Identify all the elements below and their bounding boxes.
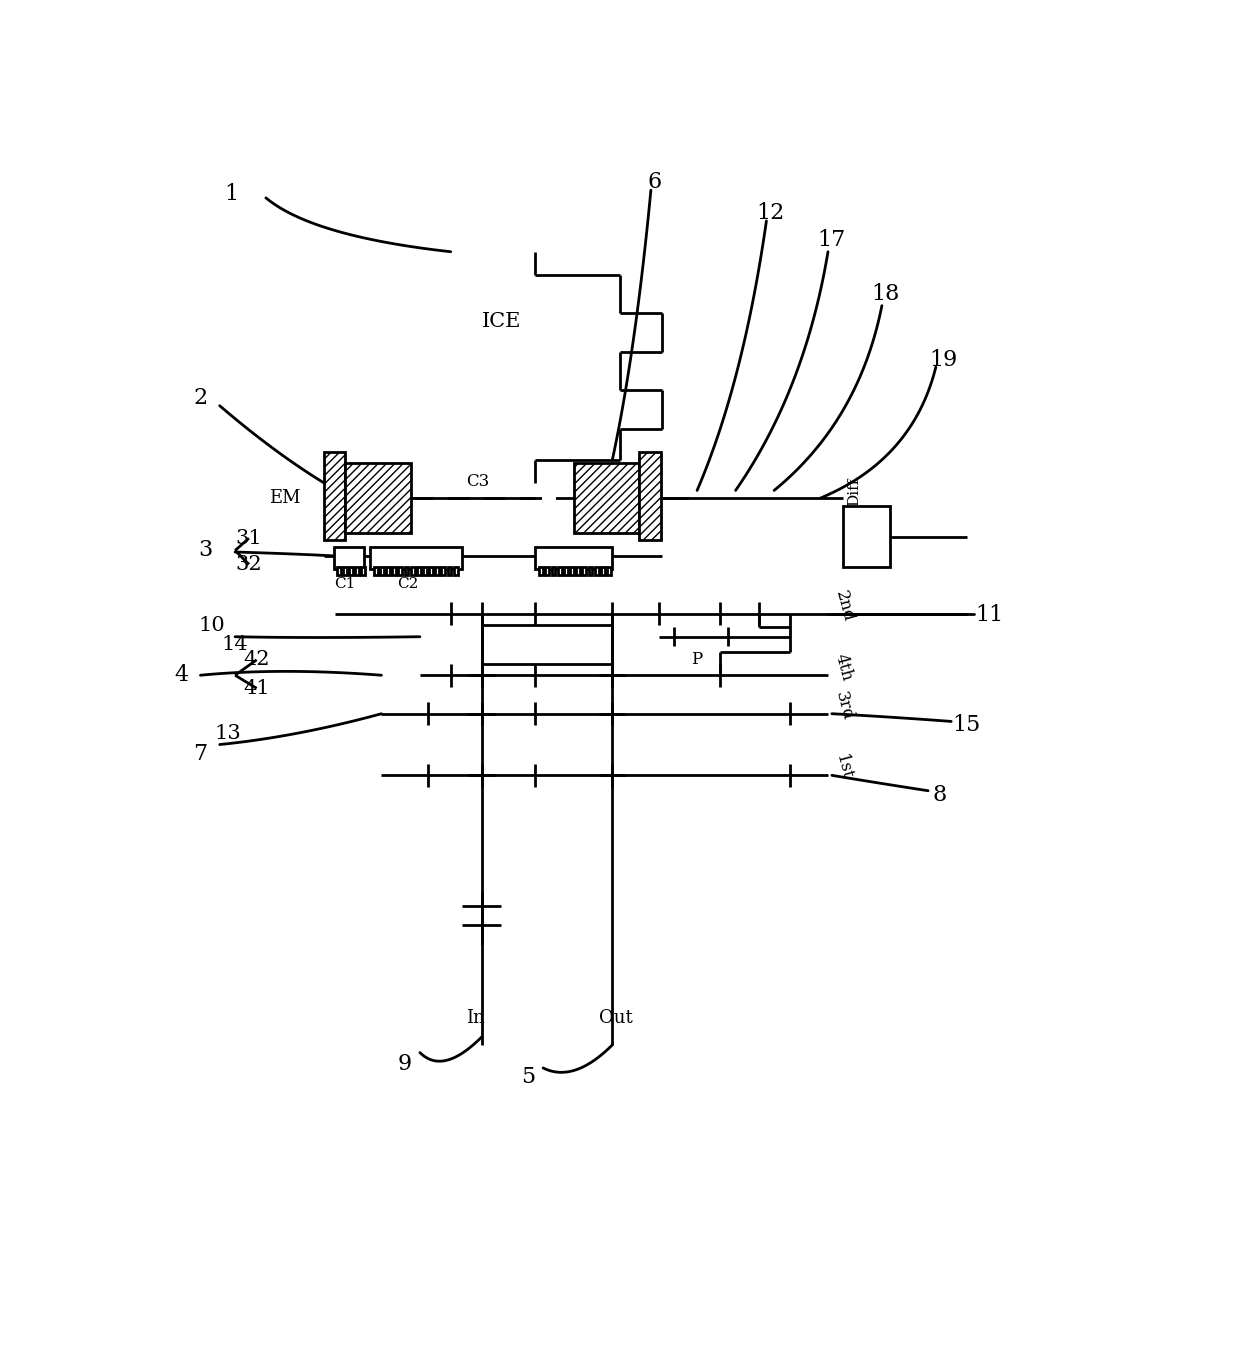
Bar [345, 463, 410, 533]
Bar [386, 567, 389, 575]
Bar [343, 567, 347, 575]
Bar [583, 567, 587, 575]
Bar [423, 567, 427, 575]
Text: In: In [466, 1009, 485, 1026]
Bar [843, 506, 889, 567]
Bar [379, 567, 383, 575]
Bar [398, 567, 402, 575]
Text: 7: 7 [193, 742, 207, 765]
Bar [536, 547, 613, 568]
Text: 17: 17 [817, 229, 846, 251]
Bar [355, 567, 360, 575]
Text: 32: 32 [236, 555, 263, 574]
Text: ICE: ICE [481, 311, 521, 330]
Bar [574, 463, 640, 533]
Bar [429, 567, 433, 575]
Text: P: P [692, 651, 703, 668]
Text: 41: 41 [243, 679, 270, 698]
Bar [337, 567, 341, 575]
Text: 11: 11 [976, 605, 1004, 626]
Text: 2nd: 2nd [832, 589, 857, 624]
Text: 3: 3 [198, 540, 213, 562]
Text: 12: 12 [756, 202, 785, 224]
Text: 18: 18 [872, 283, 900, 304]
Text: 1st: 1st [832, 753, 854, 783]
Bar [589, 567, 593, 575]
Bar [392, 567, 396, 575]
Text: 31: 31 [236, 528, 263, 548]
Bar [350, 567, 353, 575]
Bar [595, 567, 599, 575]
Text: 13: 13 [215, 725, 241, 744]
Bar [570, 567, 574, 575]
Bar [324, 453, 345, 540]
Text: C2: C2 [397, 577, 418, 591]
Text: 5: 5 [521, 1067, 534, 1088]
Bar [640, 453, 661, 540]
Text: 19: 19 [929, 349, 957, 370]
Text: C1: C1 [334, 577, 355, 591]
Text: 42: 42 [243, 651, 270, 669]
Text: 15: 15 [952, 714, 981, 737]
Text: 2: 2 [193, 387, 207, 409]
Bar [558, 567, 562, 575]
Bar [608, 567, 611, 575]
Text: 14: 14 [222, 634, 248, 653]
Bar [361, 567, 366, 575]
Text: Out: Out [599, 1009, 632, 1026]
Text: 1: 1 [224, 183, 238, 205]
Bar [577, 567, 580, 575]
Bar [435, 567, 439, 575]
Text: 8: 8 [932, 784, 947, 806]
Bar [370, 547, 463, 568]
Text: Diff: Diff [847, 477, 862, 506]
Bar [564, 567, 568, 575]
Bar [539, 567, 543, 575]
Bar [552, 567, 556, 575]
Bar [373, 567, 377, 575]
Text: C3: C3 [466, 473, 490, 490]
Bar [601, 567, 605, 575]
Bar [417, 567, 420, 575]
Text: 3rd: 3rd [832, 690, 856, 722]
Bar [441, 567, 445, 575]
Text: 10: 10 [198, 616, 226, 634]
Text: EM: EM [269, 489, 300, 506]
Bar [448, 567, 451, 575]
Bar [404, 567, 408, 575]
Text: 9: 9 [398, 1053, 412, 1075]
Bar [410, 567, 414, 575]
Bar [546, 567, 549, 575]
Bar [334, 547, 365, 568]
Text: 4th: 4th [832, 652, 856, 683]
Text: 6: 6 [647, 171, 662, 194]
Text: 4: 4 [174, 664, 188, 686]
Bar [454, 567, 458, 575]
